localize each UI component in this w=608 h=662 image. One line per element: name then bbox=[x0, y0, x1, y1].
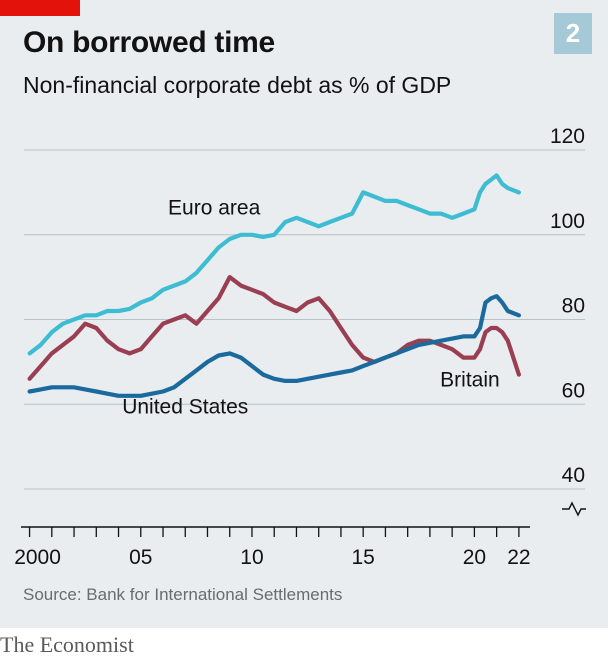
series-line-united-states bbox=[27, 294, 522, 398]
chart-number-badge: 2 bbox=[554, 13, 592, 54]
x-tick-label-2022: 22 bbox=[507, 546, 530, 569]
y-tick-label-40: 40 bbox=[562, 464, 585, 487]
series-labels: Euro area Britain United States bbox=[122, 196, 499, 418]
series-lines bbox=[27, 173, 522, 398]
x-tick-label-2020: 20 bbox=[463, 546, 486, 569]
series-line-euro-area bbox=[27, 173, 522, 356]
chart-subtitle: Non-financial corporate debt as % of GDP bbox=[23, 72, 452, 98]
line-chart: 40 60 80 100 120 Euro area Britain United Stat… bbox=[14, 125, 586, 569]
economist-logo-text: The Economist bbox=[0, 632, 134, 657]
y-axis-tick-labels: 40 60 80 100 120 bbox=[550, 125, 585, 487]
series-line-britain bbox=[27, 275, 522, 381]
series-label-united-states: United States bbox=[122, 396, 248, 419]
chart-title: On borrowed time bbox=[23, 26, 275, 59]
y-tick-label-60: 60 bbox=[562, 379, 585, 402]
y-axis-break bbox=[562, 501, 586, 517]
economist-red-tag bbox=[0, 0, 80, 16]
x-tick-label-2015: 15 bbox=[352, 546, 375, 569]
x-tick-label-2005: 05 bbox=[129, 546, 152, 569]
series-label-britain: Britain bbox=[440, 368, 500, 391]
y-tick-label-100: 100 bbox=[550, 210, 585, 233]
x-tick-label-2000: 2000 bbox=[14, 546, 61, 569]
y-tick-label-80: 80 bbox=[562, 295, 585, 318]
x-tick-label-2010: 10 bbox=[240, 546, 263, 569]
source-note: Source: Bank for International Settlemen… bbox=[23, 585, 343, 604]
axis-break-mark bbox=[562, 501, 586, 517]
series-label-euro-area: Euro area bbox=[168, 196, 261, 219]
x-axis: 2000 05 10 15 20 22 bbox=[14, 526, 531, 569]
y-tick-label-120: 120 bbox=[550, 125, 585, 148]
gridlines bbox=[24, 149, 585, 490]
